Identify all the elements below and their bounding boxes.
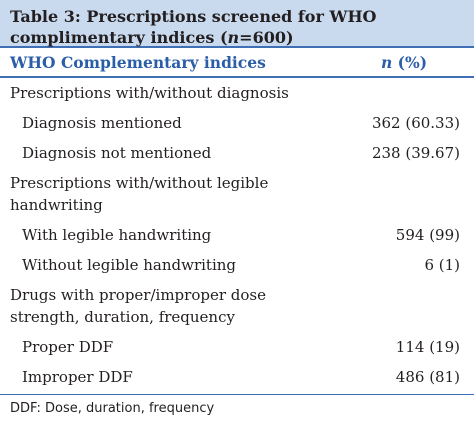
row-value: 594 (99)	[395, 226, 460, 244]
table-bottom-rule	[0, 394, 474, 395]
row-label: Prescriptions with/without diagnosis	[10, 84, 289, 102]
table-title-prefix: Table 3: Prescriptions screened for WHO …	[10, 7, 377, 47]
header-indices: WHO Complementary indices	[10, 52, 266, 72]
table-row: Proper DDF 114 (19)	[0, 332, 474, 362]
header-n: n	[380, 52, 393, 72]
row-value: 238 (39.67)	[371, 144, 460, 162]
table-section-row: Prescriptions with/without legible handw…	[0, 168, 474, 220]
table-row: Diagnosis mentioned 362 (60.33)	[0, 108, 474, 138]
table-row: Improper DDF 486 (81)	[0, 362, 474, 392]
table-row: Without legible handwriting 6 (1)	[0, 250, 474, 280]
table-section-row: Prescriptions with/without diagnosis	[0, 78, 474, 108]
table-title-suffix: =600)	[239, 28, 294, 47]
row-label: Diagnosis not mentioned	[22, 144, 212, 162]
row-label: With legible handwriting	[22, 226, 212, 244]
row-value: 6 (1)	[424, 256, 460, 274]
row-label: Proper DDF	[22, 338, 114, 356]
row-label: Drugs with proper/improper dose strength…	[10, 286, 266, 326]
row-value: 114 (19)	[395, 338, 460, 356]
table-title: Table 3: Prescriptions screened for WHO …	[0, 0, 474, 47]
row-label: Prescriptions with/without legible handw…	[10, 174, 269, 214]
row-value: 362 (60.33)	[371, 114, 460, 132]
header-percent: (%)	[392, 52, 428, 72]
table-footnote: DDF: Dose, duration, frequency	[10, 401, 215, 416]
table-row: Diagnosis not mentioned 238 (39.67)	[0, 138, 474, 168]
row-label: Improper DDF	[22, 368, 133, 386]
table-header-row: WHO Complementary indices n (%)	[0, 46, 474, 78]
table-body: Prescriptions with/without diagnosis Diag…	[0, 78, 474, 392]
table-section-row: Drugs with proper/improper dose strength…	[0, 280, 474, 332]
table-row: With legible handwriting 594 (99)	[0, 220, 474, 250]
row-value: 486 (81)	[395, 368, 460, 386]
header-n-percent: n (%)	[344, 53, 464, 72]
row-label: Without legible handwriting	[22, 256, 237, 274]
table-title-n: n	[227, 28, 240, 47]
row-label: Diagnosis mentioned	[22, 114, 182, 132]
